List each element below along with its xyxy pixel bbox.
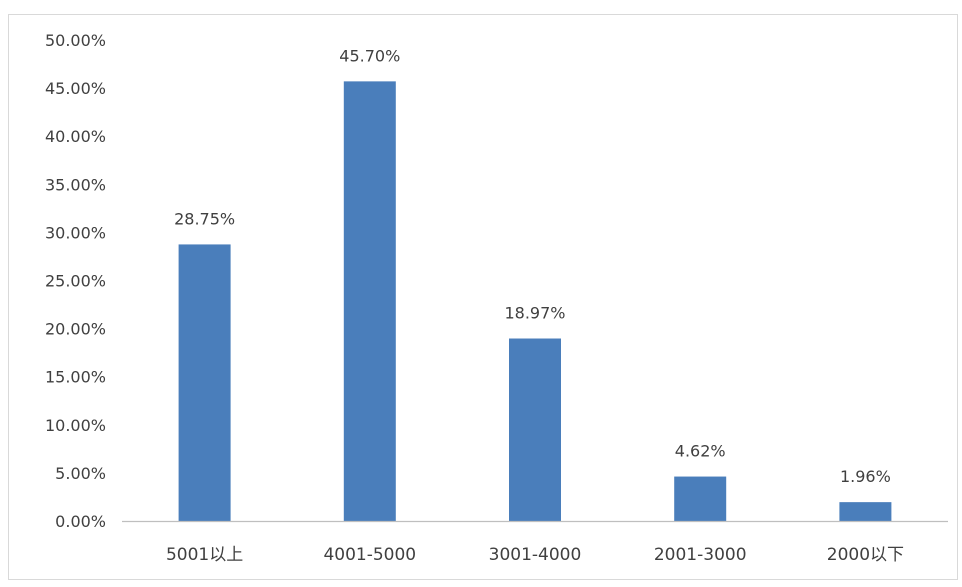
x-tick-label: 4001-5000	[323, 545, 416, 565]
y-tick-label: 30.00%	[45, 223, 106, 242]
bar-data-label: 28.75%	[174, 209, 235, 228]
bars	[178, 81, 892, 522]
x-tick-label: 3001-4000	[489, 545, 582, 565]
bar-data-label: 45.70%	[339, 46, 400, 65]
y-tick-label: 15.00%	[45, 368, 106, 387]
y-tick-label: 20.00%	[45, 320, 106, 339]
chart-frame	[8, 14, 958, 580]
bar-data-label: 4.62%	[675, 442, 726, 461]
x-tick-label: 5001以上	[166, 545, 243, 565]
y-tick-label: 35.00%	[45, 175, 106, 194]
y-tick-label: 50.00%	[45, 31, 106, 50]
bar	[343, 81, 396, 521]
x-tick-label: 2000以下	[827, 545, 904, 565]
y-tick-label: 10.00%	[45, 416, 106, 435]
x-tick-label: 2001-3000	[654, 545, 747, 565]
bar	[839, 502, 892, 521]
bar	[674, 476, 727, 521]
bar-data-label: 1.96%	[840, 467, 891, 486]
y-tick-label: 40.00%	[45, 127, 106, 146]
bar	[509, 338, 561, 521]
bar-data-label: 18.97%	[504, 304, 565, 323]
x-axis-tick-labels: 5001以上 4001-5000 3001-4000 2001-3000 2000以下	[166, 545, 904, 565]
y-tick-label: 25.00%	[45, 272, 106, 291]
y-tick-label: 45.00%	[45, 79, 106, 98]
bar-data-labels: 28.75% 45.70% 18.97% 4.62% 1.96%	[174, 46, 891, 486]
y-tick-label: 5.00%	[55, 464, 106, 483]
y-axis-tick-labels: 0.00% 5.00% 10.00% 15.00% 20.00% 25.00% 30.00%…	[45, 31, 106, 531]
y-tick-label: 0.00%	[55, 512, 106, 531]
bar	[178, 244, 231, 522]
